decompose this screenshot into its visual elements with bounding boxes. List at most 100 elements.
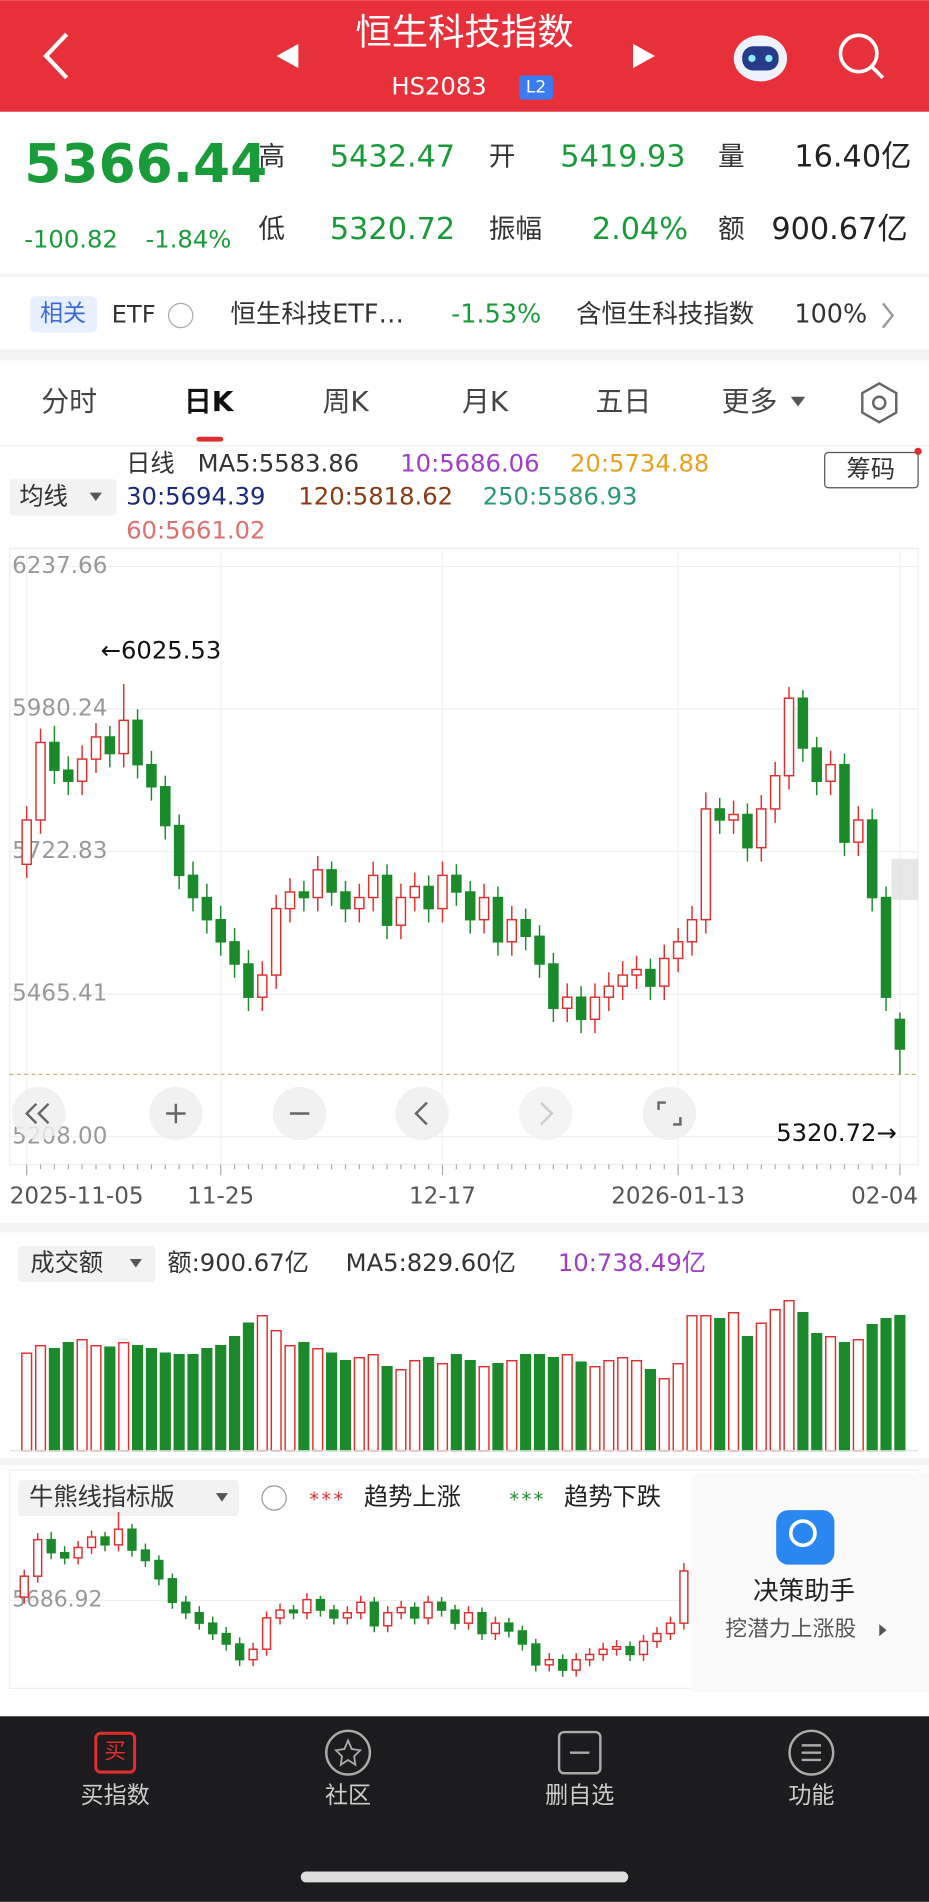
volume-bar bbox=[34, 1344, 47, 1452]
volume-bar bbox=[686, 1314, 698, 1452]
nav-label[interactable]: 删自选 bbox=[545, 1783, 614, 1809]
code: HS2083 bbox=[391, 71, 486, 100]
ma-button[interactable]: 均线 bbox=[19, 481, 68, 510]
volume-bar bbox=[492, 1362, 504, 1452]
ma-item: 120:5818.62 bbox=[298, 481, 453, 510]
candle-body bbox=[797, 697, 809, 749]
volume-bar bbox=[533, 1353, 546, 1452]
candle-body bbox=[625, 1645, 635, 1656]
badge: L2 bbox=[526, 77, 546, 97]
candle-body bbox=[894, 1018, 906, 1050]
field-value: 5419.93 bbox=[560, 139, 685, 174]
volume-bar bbox=[256, 1314, 268, 1452]
assistant-icon[interactable] bbox=[733, 35, 788, 82]
chip[interactable]: 筹码 bbox=[847, 455, 896, 484]
candle-body bbox=[638, 1640, 649, 1656]
chip-box[interactable] bbox=[824, 451, 919, 489]
candle-body bbox=[104, 736, 116, 755]
nav-bar bbox=[0, 1716, 929, 1902]
control-glyph bbox=[540, 1101, 554, 1126]
tab[interactable]: 分时 bbox=[41, 385, 97, 418]
volume-bar bbox=[825, 1335, 837, 1452]
control-button[interactable] bbox=[519, 1086, 573, 1141]
candle-body bbox=[825, 763, 836, 782]
x-tick-label: 12-17 bbox=[409, 1184, 476, 1210]
volume-legend: 10:738.49亿 bbox=[558, 1248, 706, 1277]
volume-bar bbox=[506, 1359, 518, 1452]
next-button[interactable] bbox=[633, 43, 655, 69]
volume-bar bbox=[104, 1346, 116, 1452]
volume-title[interactable]: 成交额 bbox=[30, 1248, 103, 1277]
title: 恒生科技指数 bbox=[355, 11, 573, 54]
control-button[interactable] bbox=[642, 1086, 697, 1141]
divider bbox=[0, 445, 929, 447]
nav-label[interactable]: 社区 bbox=[325, 1783, 371, 1809]
etf-desc: 含恒生科技指数 bbox=[576, 299, 754, 329]
etf-change: -1.53% bbox=[451, 299, 541, 329]
annotation: 5320.72→ bbox=[776, 1118, 897, 1147]
volume-bar bbox=[700, 1314, 712, 1452]
tab[interactable]: 更多 bbox=[722, 385, 778, 418]
volume-bar bbox=[298, 1341, 310, 1452]
tab[interactable]: 月K bbox=[462, 385, 509, 418]
candle-body bbox=[492, 896, 504, 943]
candle-body bbox=[132, 719, 143, 766]
volume-bar bbox=[284, 1344, 296, 1452]
gap bbox=[0, 1222, 929, 1233]
candle-body bbox=[201, 896, 213, 921]
help-icon[interactable] bbox=[261, 1485, 287, 1511]
prev-button[interactable] bbox=[276, 43, 299, 69]
control-button[interactable] bbox=[395, 1086, 449, 1141]
tab[interactable]: 五日 bbox=[596, 385, 652, 418]
help-icon[interactable] bbox=[167, 302, 194, 329]
volume-bar bbox=[76, 1338, 88, 1452]
candle-body bbox=[194, 1611, 204, 1624]
candle-body bbox=[261, 1617, 272, 1650]
tab[interactable]: 日K bbox=[184, 385, 235, 418]
plot-frame bbox=[9, 547, 919, 1166]
candle-body bbox=[257, 974, 268, 998]
candle-body bbox=[113, 1528, 124, 1546]
candle-body bbox=[880, 896, 892, 998]
candle-body bbox=[395, 896, 407, 926]
indicator-button-bg[interactable] bbox=[18, 1479, 239, 1517]
candle-body bbox=[506, 918, 518, 943]
indicator-title[interactable]: 牛熊线指标版 bbox=[29, 1482, 175, 1511]
volume-bar bbox=[326, 1352, 338, 1452]
etf-name[interactable]: 恒生科技ETF… bbox=[230, 299, 404, 329]
volume-bar bbox=[353, 1356, 365, 1452]
etf-weight: 100% bbox=[794, 299, 867, 329]
candle-body bbox=[783, 697, 795, 777]
ma-button-bg[interactable] bbox=[9, 479, 117, 516]
x-tick-label: 2026-01-13 bbox=[611, 1184, 745, 1210]
field-value: 5432.47 bbox=[330, 139, 455, 174]
candle-body bbox=[302, 1598, 312, 1614]
tab[interactable]: 周K bbox=[323, 385, 370, 418]
candle-body bbox=[603, 985, 615, 998]
search-icon[interactable] bbox=[838, 33, 885, 80]
candle-body bbox=[76, 758, 88, 782]
back-button[interactable] bbox=[43, 32, 69, 80]
candle-body bbox=[396, 1606, 406, 1614]
candle-body bbox=[631, 968, 642, 976]
nav-label[interactable]: 功能 bbox=[788, 1783, 834, 1809]
volume-bar bbox=[658, 1377, 670, 1452]
candle-body bbox=[658, 957, 670, 987]
candle-body bbox=[243, 963, 254, 998]
chevron[interactable] bbox=[881, 302, 895, 329]
ma-item: MA5:5583.86 bbox=[198, 449, 359, 478]
volume-bar bbox=[866, 1323, 878, 1452]
volume-bar bbox=[769, 1308, 781, 1452]
chart-controls bbox=[12, 1086, 697, 1141]
volume-button-bg[interactable] bbox=[18, 1245, 156, 1283]
candle-body bbox=[742, 813, 753, 849]
candle-body bbox=[288, 1609, 299, 1614]
settings-icon[interactable] bbox=[861, 382, 898, 424]
legend-marker: *** bbox=[309, 1488, 345, 1511]
candle-body bbox=[86, 1536, 97, 1549]
volume-bar bbox=[838, 1341, 851, 1452]
nav-label[interactable]: 买指数 bbox=[81, 1783, 150, 1809]
control-glyph bbox=[414, 1101, 428, 1126]
